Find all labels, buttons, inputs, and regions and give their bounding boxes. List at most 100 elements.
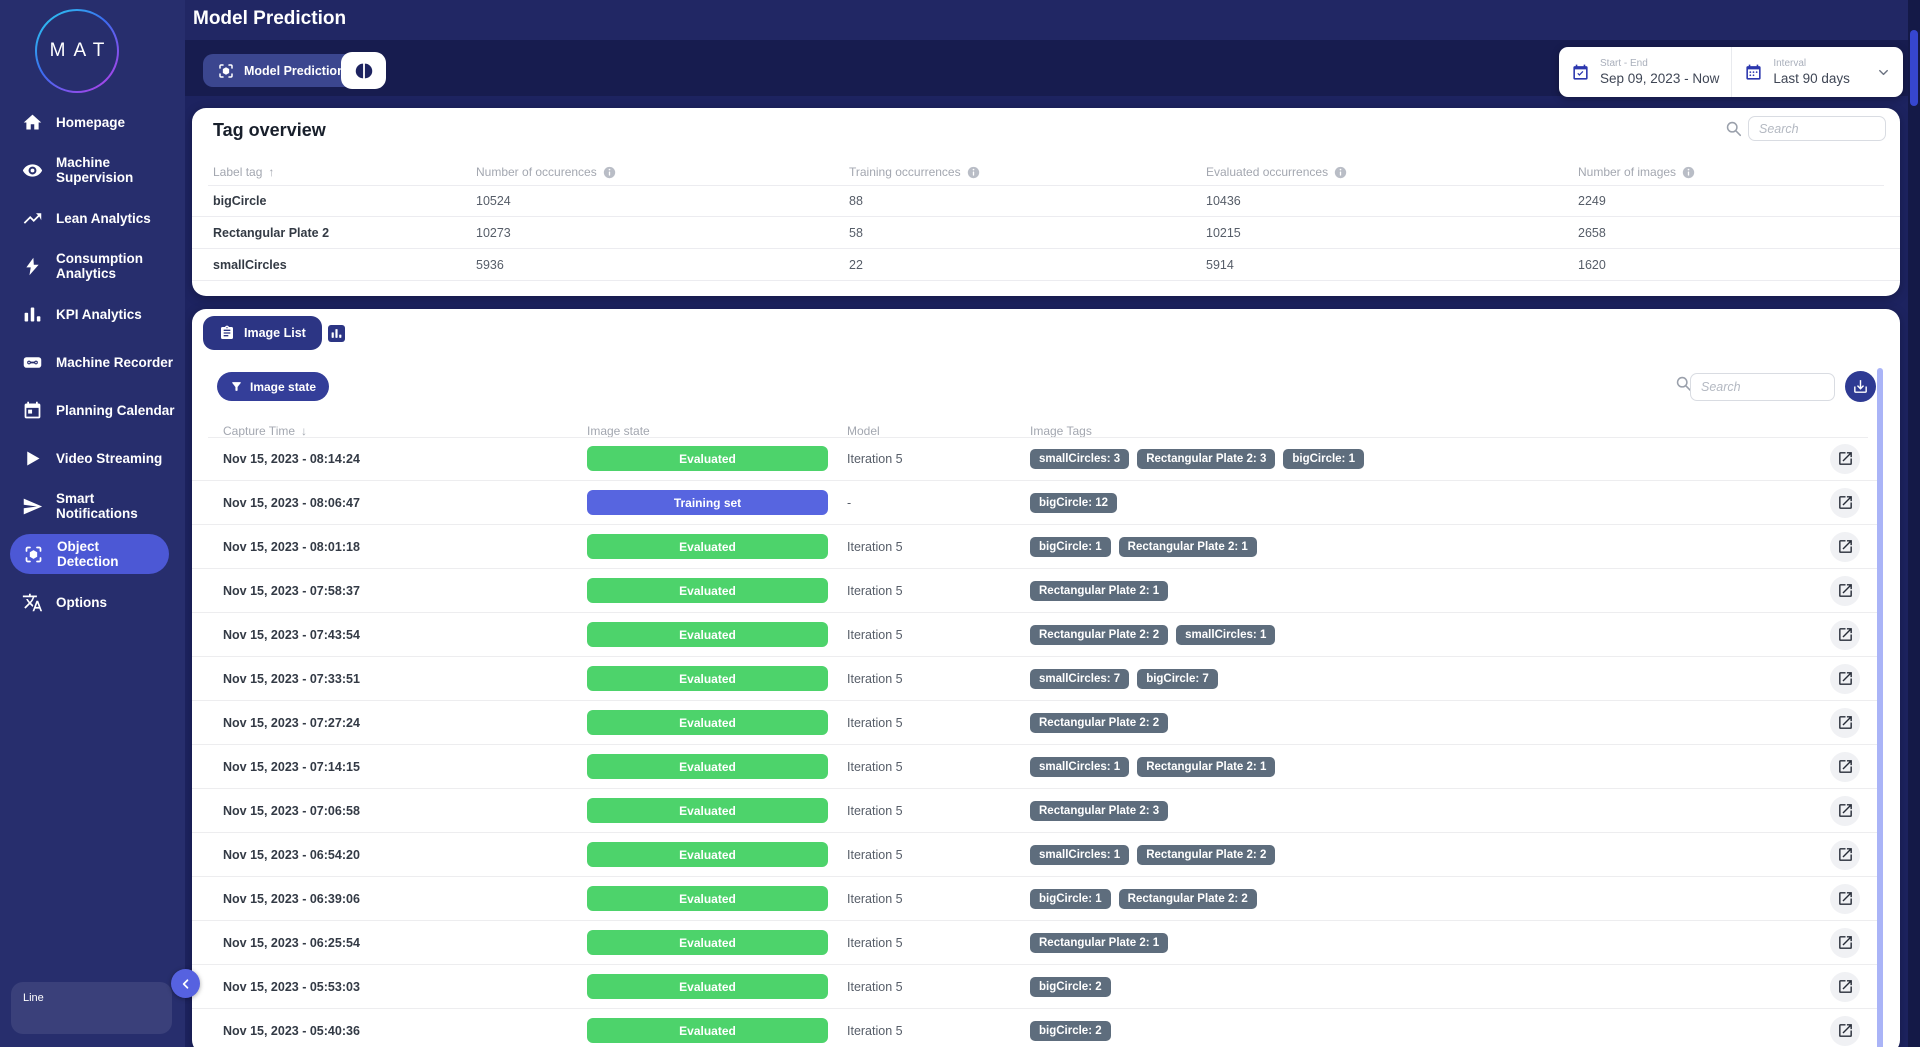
sidebar-item-homepage[interactable]: Homepage	[0, 98, 185, 146]
open-in-new-icon	[1837, 714, 1854, 731]
sidebar: MAT Homepage Machine Supervision Lean Anal…	[0, 0, 185, 1047]
sidebar-item-label: Object Detection	[57, 539, 119, 569]
sidebar-item-planning-calendar[interactable]: Planning Calendar	[0, 386, 185, 434]
column-evaluated-occurrences: Evaluated occurrences	[1206, 165, 1578, 179]
window-scrollbar-track[interactable]	[1908, 0, 1920, 1047]
image-state-badge: Evaluated	[587, 578, 828, 603]
open-image-button[interactable]	[1830, 927, 1860, 958]
open-image-button[interactable]	[1830, 707, 1860, 738]
download-button[interactable]	[1845, 371, 1876, 402]
open-image-button[interactable]	[1830, 619, 1860, 650]
image-list-tab[interactable]: Image List	[203, 316, 322, 350]
sidebar-item-lean-analytics[interactable]: Lean Analytics	[0, 194, 185, 242]
date-picker: Start - End Sep 09, 2023 - Now Interval …	[1559, 47, 1903, 97]
open-image-button[interactable]	[1830, 795, 1860, 826]
app-logo: MAT	[35, 9, 119, 93]
open-image-button[interactable]	[1830, 575, 1860, 606]
open-in-new-icon	[1837, 890, 1854, 907]
open-image-button[interactable]	[1830, 971, 1860, 1002]
model-name: Iteration 5	[847, 1023, 903, 1038]
sidebar-item-machine-supervision[interactable]: Machine Supervision	[0, 146, 185, 194]
image-list-row: Nov 15, 2023 - 07:43:54 Evaluated Iteratio…	[192, 613, 1877, 657]
image-state-filter-button[interactable]: Image state	[217, 372, 330, 401]
ai-model-button[interactable]	[341, 52, 386, 89]
open-image-button[interactable]	[1830, 883, 1860, 914]
image-tag: smallCircles: 1	[1030, 844, 1130, 865]
sidebar-item-options[interactable]: Options	[0, 578, 185, 626]
tag-overview-search-input[interactable]	[1748, 116, 1886, 141]
sidebar-item-smart-notifications[interactable]: Smart Notifications	[0, 482, 185, 530]
image-state-badge: Evaluated	[587, 622, 828, 647]
date-range-selector[interactable]: Start - End Sep 09, 2023 - Now	[1559, 47, 1731, 97]
tag-training-occurrences: 88	[849, 193, 863, 208]
column-number-of-images: Number of images	[1578, 165, 1879, 179]
sidebar-item-video-streaming[interactable]: Video Streaming	[0, 434, 185, 482]
sidebar-item-object-detection[interactable]: Object Detection	[10, 534, 169, 574]
sidebar-item-consumption-analytics[interactable]: Consumption Analytics	[0, 242, 185, 290]
column-label-tag[interactable]: Label tag ↑	[213, 165, 275, 179]
image-tags: bigCircle: 2	[1030, 976, 1788, 997]
tag-overview-row: Rectangular Plate 2 10273 58 10215 2658	[192, 217, 1900, 249]
image-tags: bigCircle: 1 Rectangular Plate 2: 2	[1030, 888, 1788, 909]
image-tags: smallCircles: 1 Rectangular Plate 2: 2	[1030, 844, 1788, 865]
window-scrollbar-thumb[interactable]	[1910, 30, 1918, 106]
capture-time: Nov 15, 2023 - 06:25:54	[223, 935, 360, 950]
image-tags: bigCircle: 1 Rectangular Plate 2: 1	[1030, 536, 1788, 557]
tab-model-prediction[interactable]: Model Prediction	[203, 54, 359, 87]
divider	[208, 185, 1884, 186]
info-icon[interactable]	[967, 166, 980, 179]
sidebar-item-label: Options	[56, 594, 107, 610]
image-list-row: Nov 15, 2023 - 07:06:58 Evaluated Iteratio…	[192, 789, 1877, 833]
image-list-search-input[interactable]	[1690, 373, 1835, 401]
image-list-card: Image List Image state Capture Time ↓ Im…	[192, 309, 1900, 1047]
info-icon[interactable]	[1334, 166, 1347, 179]
image-state-badge: Evaluated	[587, 446, 828, 471]
image-tag: smallCircles: 7	[1030, 668, 1130, 689]
image-state-badge: Evaluated	[587, 666, 828, 691]
open-in-new-icon	[1837, 538, 1854, 555]
info-icon[interactable]	[1682, 166, 1695, 179]
capture-time: Nov 15, 2023 - 05:53:03	[223, 979, 360, 994]
sidebar-item-label: Machine Recorder	[56, 354, 174, 370]
tag-overview-title: Tag overview	[213, 120, 326, 140]
image-tag: bigCircle: 1	[1030, 888, 1111, 909]
home-icon	[22, 112, 43, 133]
sidebar-collapse-button[interactable]	[171, 969, 200, 998]
chart-view-button[interactable]	[328, 325, 345, 342]
image-tag: bigCircle: 1	[1283, 448, 1364, 469]
capture-time: Nov 15, 2023 - 08:06:47	[223, 495, 360, 510]
column-capture-time[interactable]: Capture Time ↓	[223, 424, 308, 438]
interval-selector[interactable]: Interval Last 90 days	[1731, 47, 1903, 97]
open-image-button[interactable]	[1830, 487, 1860, 518]
open-image-button[interactable]	[1830, 839, 1860, 870]
image-tags: Rectangular Plate 2: 1	[1030, 580, 1788, 601]
eye-icon	[22, 160, 43, 181]
interval-value: Last 90 days	[1773, 71, 1850, 86]
sidebar-item-machine-recorder[interactable]: Machine Recorder	[0, 338, 185, 386]
image-list-row: Nov 15, 2023 - 07:33:51 Evaluated Iteratio…	[192, 657, 1877, 701]
tag-occurrences: 10273	[476, 225, 511, 240]
sidebar-bottom-panel[interactable]: Line	[11, 982, 172, 1034]
open-in-new-icon	[1837, 758, 1854, 775]
image-tag: bigCircle: 1	[1030, 536, 1111, 557]
image-state-badge: Evaluated	[587, 534, 828, 559]
object-detection-icon	[217, 62, 235, 80]
open-image-button[interactable]	[1830, 1015, 1860, 1046]
image-list-row: Nov 15, 2023 - 05:53:03 Evaluated Iteratio…	[192, 965, 1877, 1009]
open-image-button[interactable]	[1830, 751, 1860, 782]
clipboard-icon	[219, 325, 235, 341]
open-in-new-icon	[1837, 582, 1854, 599]
tag-occurrences: 10524	[476, 193, 511, 208]
model-name: Iteration 5	[847, 935, 903, 950]
open-image-button[interactable]	[1830, 663, 1860, 694]
list-scrollbar[interactable]	[1877, 368, 1883, 1047]
open-image-button[interactable]	[1830, 443, 1860, 474]
info-icon[interactable]	[603, 166, 616, 179]
image-tags: smallCircles: 7 bigCircle: 7	[1030, 668, 1788, 689]
sidebar-item-kpi-analytics[interactable]: KPI Analytics	[0, 290, 185, 338]
download-icon	[1852, 378, 1869, 395]
capture-time: Nov 15, 2023 - 07:06:58	[223, 803, 360, 818]
capture-time: Nov 15, 2023 - 07:27:24	[223, 715, 360, 730]
open-image-button[interactable]	[1830, 531, 1860, 562]
send-icon	[22, 496, 43, 517]
